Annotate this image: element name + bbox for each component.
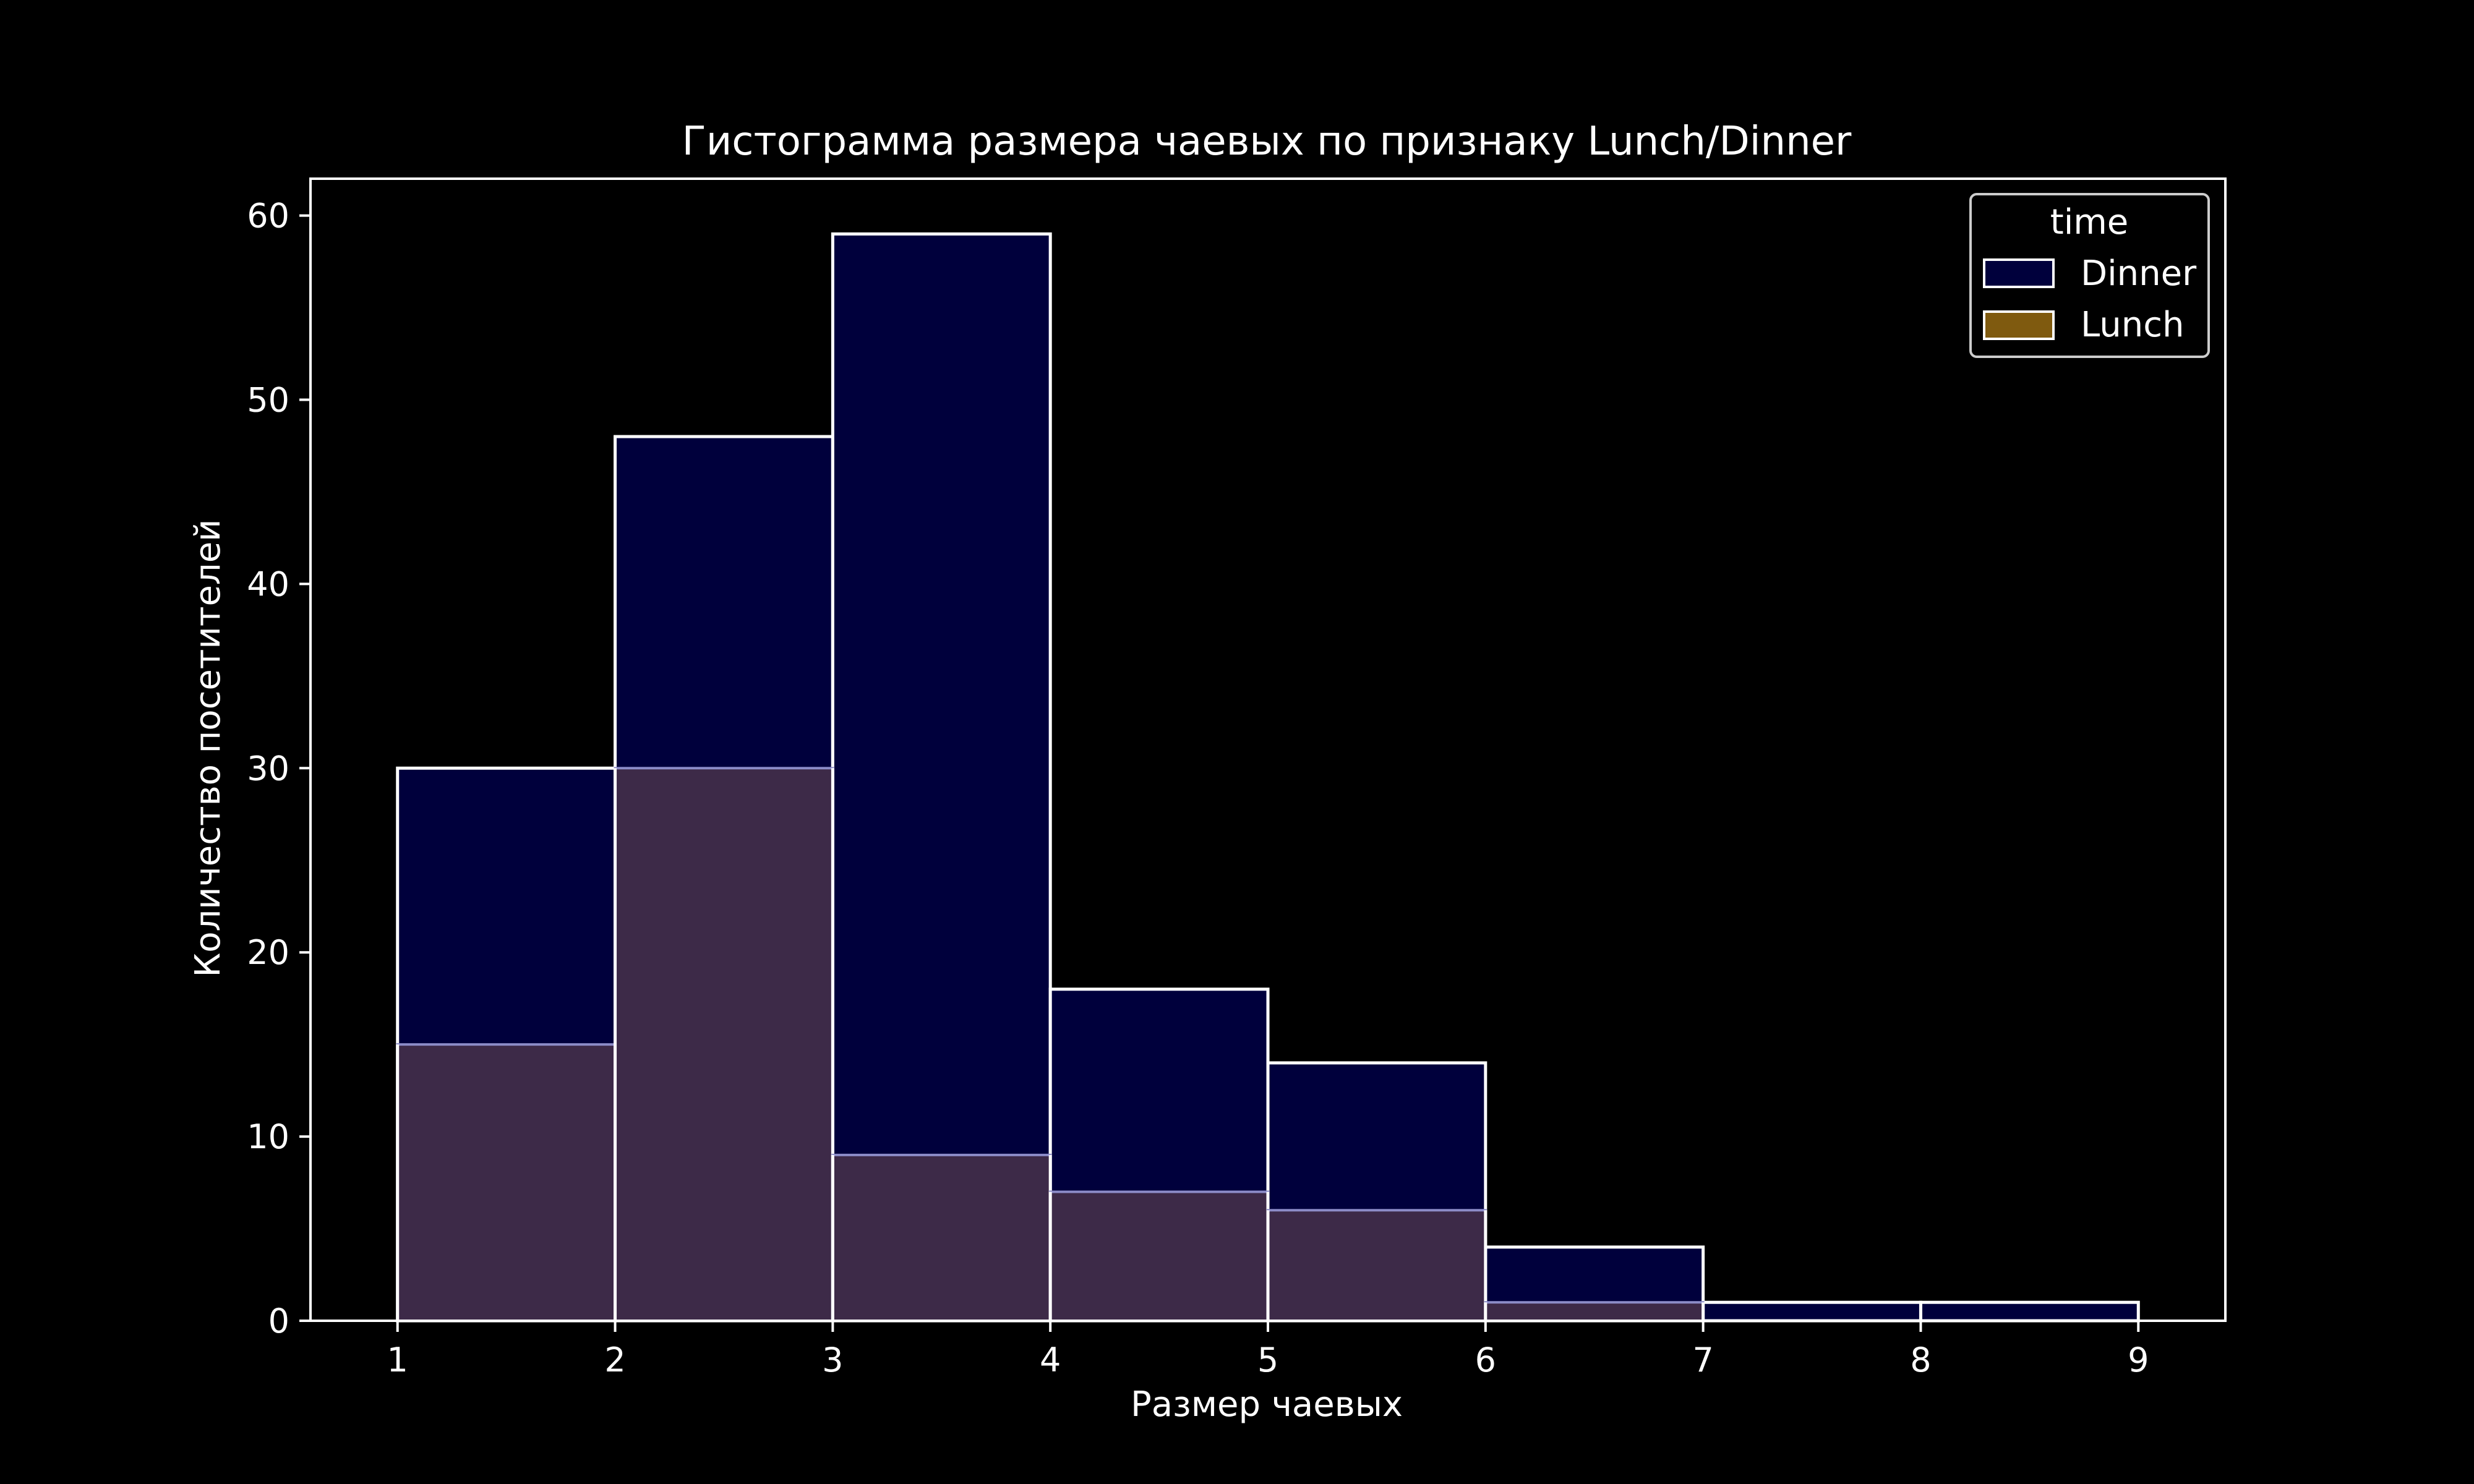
- y-tick-label: 60: [247, 197, 289, 236]
- y-tick-label: 20: [247, 933, 289, 972]
- x-tick-label: 3: [822, 1341, 843, 1380]
- legend: time Dinner Lunch: [1969, 193, 2210, 358]
- bar-lunch: [1049, 1190, 1269, 1323]
- x-tick-label: 1: [387, 1341, 408, 1380]
- x-axis-label: Размер чаевых: [1131, 1384, 1403, 1425]
- y-tick-label: 50: [247, 380, 289, 419]
- legend-label-lunch: Lunch: [2081, 305, 2184, 345]
- bar-lunch: [831, 1153, 1052, 1322]
- x-tick-label: 5: [1257, 1341, 1278, 1380]
- x-tick-label: 9: [2128, 1341, 2149, 1380]
- y-axis-label: Количество посетителей: [188, 519, 228, 977]
- bar-dinner: [1701, 1300, 1922, 1323]
- legend-swatch-dinner: [1983, 258, 2055, 288]
- bar-lunch: [396, 1043, 617, 1322]
- y-tick-label: 10: [247, 1117, 289, 1156]
- bar-dinner: [831, 232, 1052, 1323]
- ticks-layer: 1 2 3 4 5 6 7 8 9 0 10 20 30 40 50 60: [247, 197, 2149, 1380]
- x-tick-label: 8: [1910, 1341, 1931, 1380]
- bar-lunch: [1267, 1209, 1487, 1322]
- legend-title: time: [2050, 202, 2129, 242]
- x-tick-label: 2: [604, 1341, 625, 1380]
- y-tick-label: 0: [268, 1302, 289, 1341]
- legend-label-dinner: Dinner: [2081, 254, 2197, 294]
- chart-title: Гистограмма размера чаевых по признаку L…: [682, 119, 1852, 164]
- x-tick-label: 7: [1692, 1341, 1713, 1380]
- x-tick-label: 6: [1475, 1341, 1496, 1380]
- bar-lunch: [614, 767, 834, 1322]
- x-tick-label: 4: [1040, 1341, 1061, 1380]
- y-tick-label: 30: [247, 749, 289, 788]
- y-tick-label: 40: [247, 565, 289, 603]
- legend-swatch-lunch: [1983, 310, 2055, 340]
- bar-dinner: [1919, 1300, 2140, 1323]
- bar-lunch: [1484, 1301, 1705, 1323]
- bars-layer: [396, 232, 2140, 1323]
